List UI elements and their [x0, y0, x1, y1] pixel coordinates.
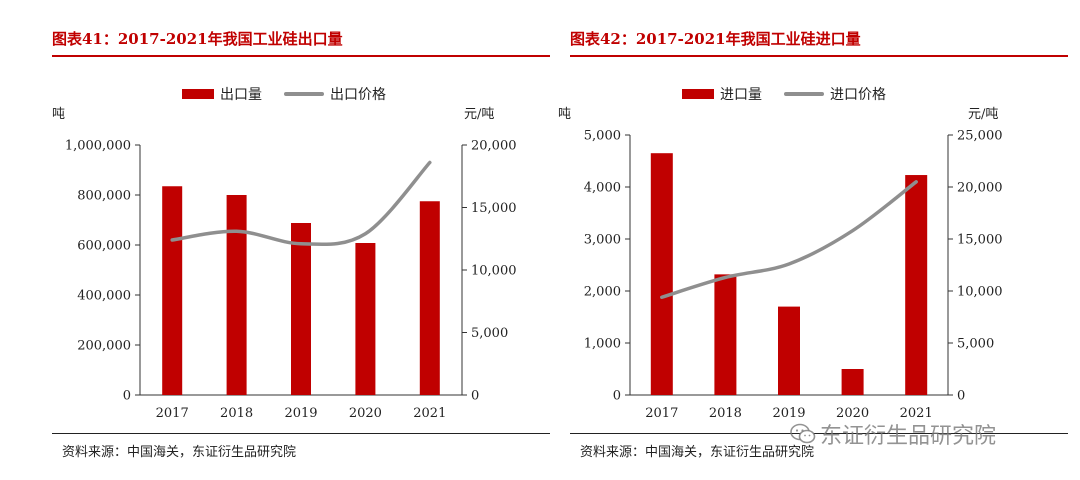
- right-tick-label: 20,000: [957, 181, 1003, 196]
- right-tick-label: 25,000: [957, 129, 1003, 144]
- right-tick-label: 5,000: [471, 326, 508, 341]
- left-tick-label: 1,000,000: [65, 139, 131, 154]
- chart-title: 图表41：2017-2021年我国工业硅出口量: [52, 30, 343, 48]
- chart-export: 1,000,000 800,000 600,000 400,000 200,000 0 20…: [65, 139, 517, 422]
- right-tick-label: 20,000: [471, 139, 517, 154]
- left-tick-label: 0: [123, 389, 131, 404]
- bar-2021: [905, 175, 928, 395]
- x-tick-label: 2020: [349, 406, 382, 421]
- left-tick-label: 4,000: [584, 181, 621, 196]
- x-tick-label: 2019: [284, 406, 317, 421]
- source-note: 资料来源：中国海关，东证衍生品研究院: [62, 445, 297, 460]
- right-tick-label: 15,000: [957, 233, 1003, 248]
- x-tick-label: 2019: [772, 406, 805, 421]
- bar-2018: [226, 195, 247, 395]
- x-tick-label: 2018: [220, 406, 253, 421]
- right-tick-label: 10,000: [471, 264, 517, 279]
- left-axis-unit: 吨: [558, 107, 572, 122]
- bar-2020: [841, 369, 864, 395]
- right-tick-label: 0: [471, 389, 479, 404]
- footer-rule: [570, 433, 1068, 434]
- chart-import: 5,000 4,000 3,000 2,000 1,000 0 25,000 20,000 15…: [584, 129, 1003, 422]
- watermark: 东证衍生品研究院: [790, 418, 996, 450]
- chart-panel-export: 图表41：2017-2021年我国工业硅出口量 出口量 出口价格 吨 元/吨 1…: [30, 0, 550, 480]
- left-tick-label: 2,000: [584, 285, 621, 300]
- left-tick-label: 200,000: [77, 339, 131, 354]
- legend-bar-label: 出口量: [220, 87, 262, 103]
- bar-2020: [355, 243, 376, 395]
- legend-bar-label: 进口量: [720, 87, 762, 103]
- legend: 出口量 出口价格: [182, 84, 386, 104]
- legend-line-swatch: [784, 92, 824, 96]
- left-tick-label: 0: [613, 389, 621, 404]
- x-tick-label: 2021: [900, 406, 933, 421]
- series-line-出口价格: [170, 160, 432, 247]
- bar-2017: [650, 153, 673, 395]
- title-rule: [52, 55, 550, 57]
- x-tick-label: 2017: [645, 406, 678, 421]
- source-note: 资料来源：中国海关，东证衍生品研究院: [580, 445, 815, 460]
- legend-line-swatch: [284, 92, 324, 96]
- left-tick-label: 5,000: [584, 129, 621, 144]
- footer-rule: [52, 433, 550, 434]
- legend-bar-swatch: [182, 89, 214, 99]
- left-tick-label: 400,000: [77, 289, 131, 304]
- right-axis-unit: 元/吨: [464, 107, 495, 122]
- legend-line-label: 出口价格: [330, 87, 386, 103]
- left-axis-unit: 吨: [52, 107, 66, 122]
- wechat-icon: [790, 423, 816, 445]
- title-rule: [570, 55, 1068, 57]
- legend-bar-swatch: [682, 89, 714, 99]
- chart-panel-import: 图表42：2017-2021年我国工业硅进口量 进口量 进口价格 吨 元/吨 5…: [548, 0, 1068, 480]
- x-tick-label: 2018: [709, 406, 742, 421]
- chart-title: 图表42：2017-2021年我国工业硅进口量: [570, 30, 861, 48]
- right-tick-label: 10,000: [957, 285, 1003, 300]
- legend-line-label: 进口价格: [830, 87, 886, 103]
- bar-2018: [714, 274, 737, 395]
- left-tick-label: 1,000: [584, 337, 621, 352]
- bar-2021: [419, 201, 440, 395]
- bar-2017: [162, 186, 183, 395]
- x-tick-label: 2020: [836, 406, 869, 421]
- legend: 进口量 进口价格: [682, 84, 886, 104]
- left-tick-label: 3,000: [584, 233, 621, 248]
- left-tick-label: 600,000: [77, 239, 131, 254]
- right-tick-label: 15,000: [471, 201, 517, 216]
- right-axis-unit: 元/吨: [968, 107, 999, 122]
- x-tick-label: 2021: [413, 406, 446, 421]
- bar-2019: [291, 223, 311, 395]
- watermark-text: 东证衍生品研究院: [820, 424, 997, 449]
- bar-2019: [778, 306, 800, 395]
- left-tick-label: 800,000: [77, 189, 131, 204]
- x-tick-label: 2017: [156, 406, 189, 421]
- series-line-进口价格: [660, 180, 918, 299]
- right-tick-label: 0: [957, 389, 965, 404]
- right-tick-label: 5,000: [957, 337, 994, 352]
